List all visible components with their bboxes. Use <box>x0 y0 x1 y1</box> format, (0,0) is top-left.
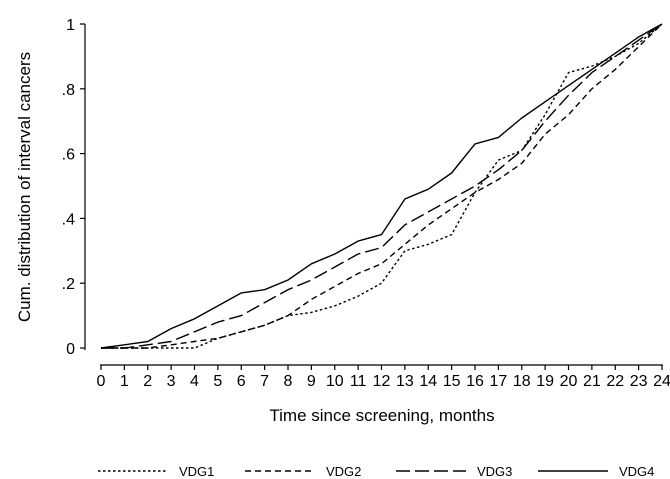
x-tick-label: 23 <box>630 373 648 390</box>
x-tick-label: 14 <box>419 373 437 390</box>
y-tick-label: .4 <box>62 211 75 228</box>
x-tick-label: 22 <box>606 373 624 390</box>
x-tick-label: 3 <box>167 373 176 390</box>
x-tick-label: 21 <box>583 373 601 390</box>
y-tick-label: .8 <box>62 82 75 99</box>
x-tick-label: 4 <box>190 373 199 390</box>
plot-lines <box>100 23 663 349</box>
x-tick-label: 18 <box>513 373 531 390</box>
x-tick-label: 10 <box>326 373 344 390</box>
y-ticks: 0 .2 .4 .6 .8 1 <box>62 17 85 358</box>
x-tick-label: 15 <box>443 373 461 390</box>
x-tick-label: 7 <box>260 373 269 390</box>
x-tick-label: 20 <box>560 373 578 390</box>
legend-label-vdg2: VDG2 <box>326 464 361 479</box>
x-tick-label: 6 <box>237 373 246 390</box>
legend: VDG1 VDG2 VDG3 VDG4 <box>98 464 654 479</box>
x-tick-label: 2 <box>143 373 152 390</box>
x-axis-title: Time since screening, months <box>269 406 494 425</box>
axes <box>84 24 663 366</box>
legend-label-vdg3: VDG3 <box>477 464 512 479</box>
legend-label-vdg4: VDG4 <box>619 464 654 479</box>
x-tick-label: 24 <box>653 373 670 390</box>
x-tick-label: 0 <box>97 373 106 390</box>
legend-label-vdg1: VDG1 <box>179 464 214 479</box>
y-tick-label: 1 <box>66 17 75 34</box>
x-tick-label: 1 <box>120 373 129 390</box>
series-line-vdg4 <box>100 23 663 349</box>
x-tick-label: 16 <box>466 373 484 390</box>
series-line-vdg2 <box>101 23 663 349</box>
x-ticks: 0 1 2 3 4 5 6 7 8 9 10 11 12 13 14 15 16 17 18 19 20 21 22 23 24 <box>97 365 670 390</box>
y-tick-label: .2 <box>62 276 75 293</box>
x-tick-label: 9 <box>307 373 316 390</box>
series-line-vdg1 <box>101 23 663 349</box>
x-tick-label: 17 <box>489 373 507 390</box>
x-tick-label: 11 <box>350 373 367 390</box>
x-tick-label: 13 <box>396 373 414 390</box>
y-axis-title: Cum. distribution of interval cancers <box>15 52 34 322</box>
y-tick-label: .6 <box>62 147 75 164</box>
x-tick-label: 5 <box>213 373 222 390</box>
y-tick-label: 0 <box>66 341 75 358</box>
series-line-vdg3 <box>101 23 663 349</box>
x-tick-label: 8 <box>284 373 293 390</box>
x-tick-label: 19 <box>536 373 554 390</box>
x-tick-label: 12 <box>373 373 391 390</box>
